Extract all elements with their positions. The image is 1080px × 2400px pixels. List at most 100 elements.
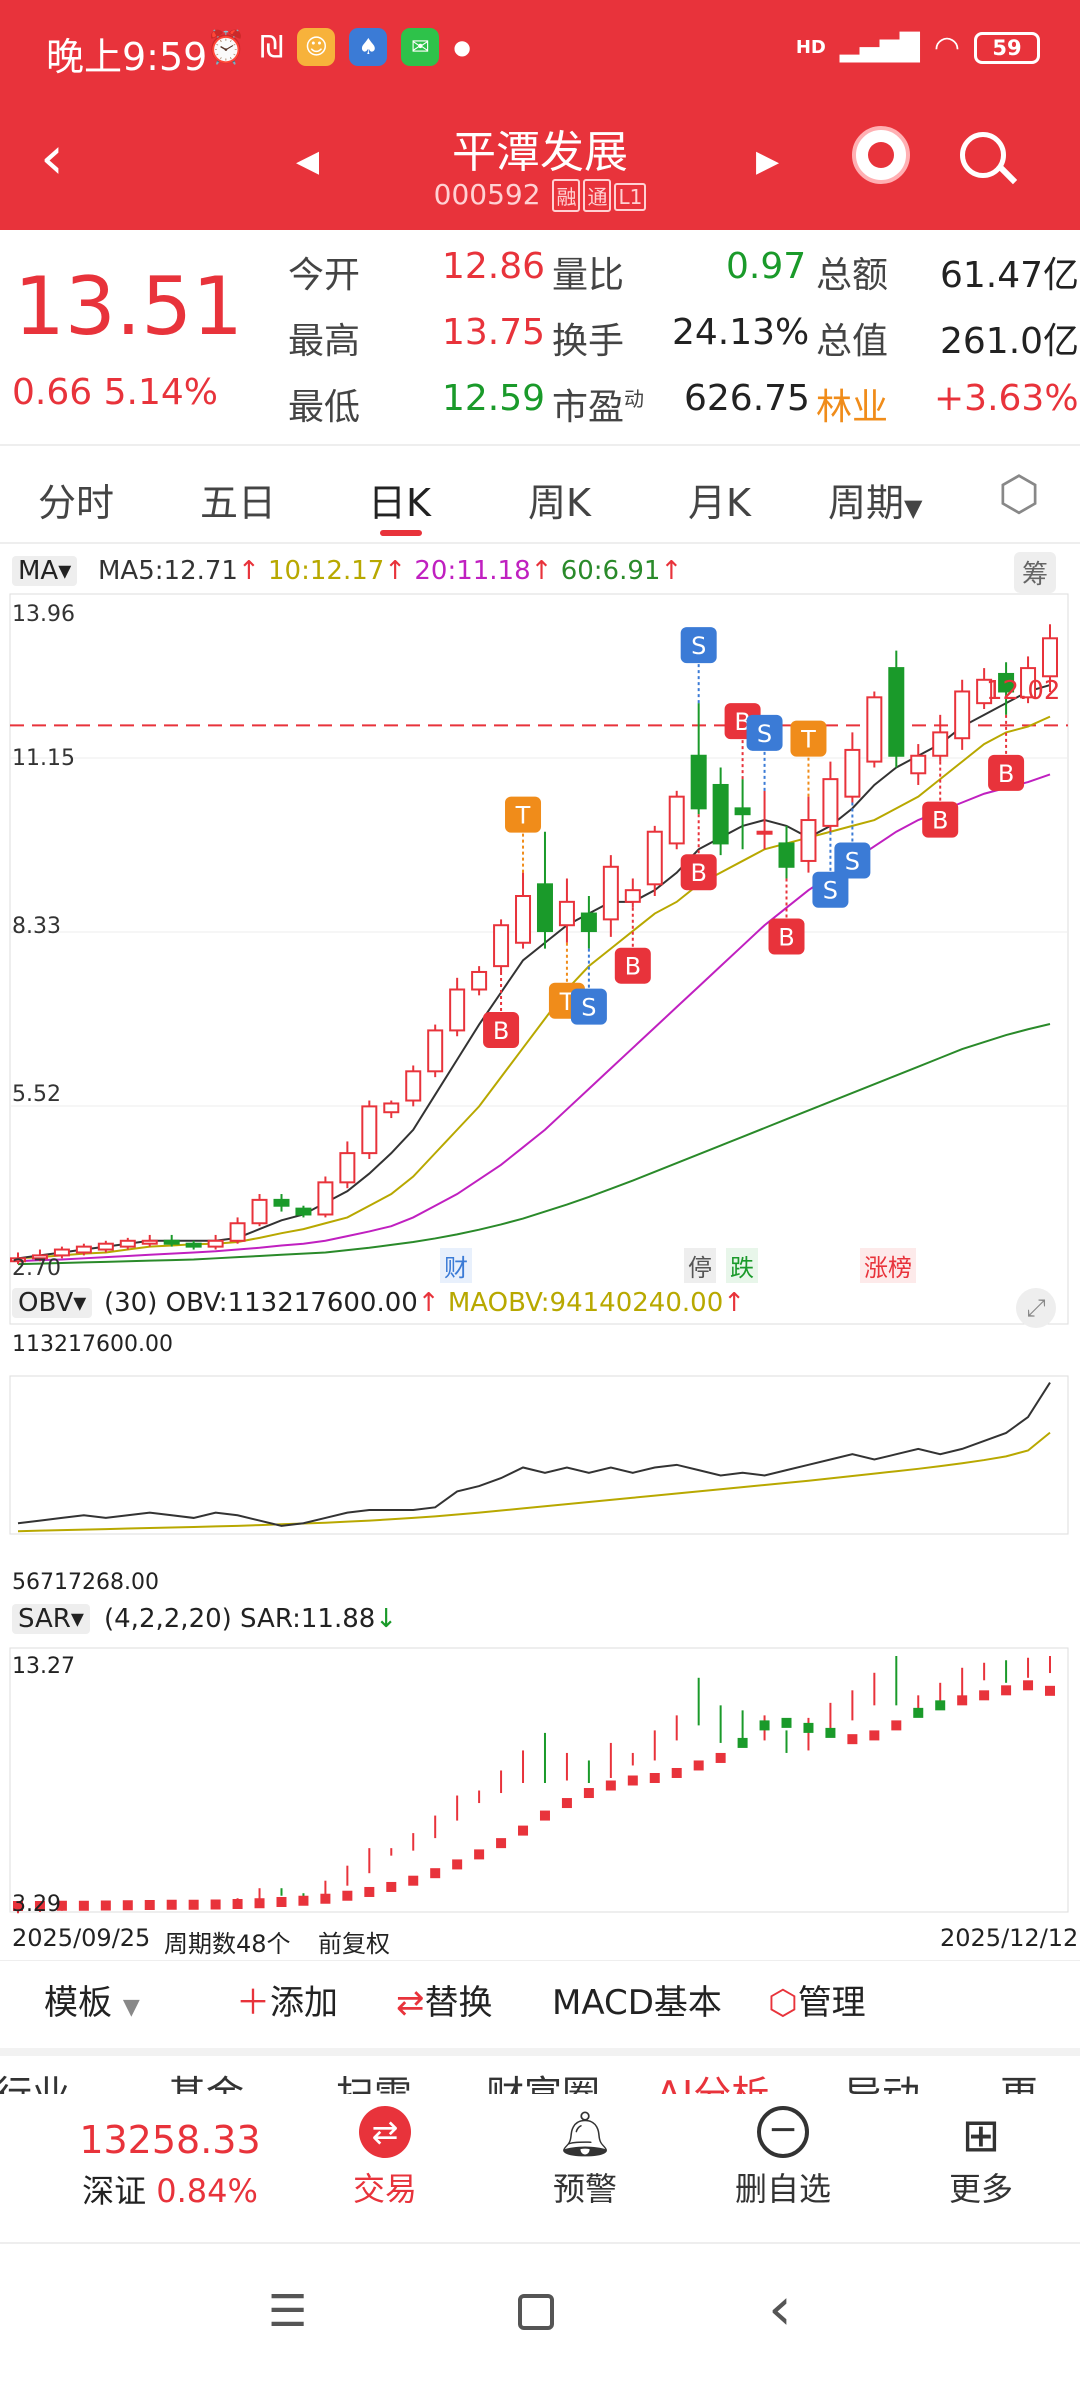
- signal-label: B: [932, 807, 948, 835]
- sar-dot: [1001, 1685, 1012, 1696]
- settings-hex-icon[interactable]: ⬡: [998, 466, 1040, 522]
- alert-button[interactable]: 🔔︎ 预警: [520, 2106, 650, 2210]
- macd-button[interactable]: MACD基本: [552, 1983, 722, 2023]
- candle-body: [97, 1242, 114, 1251]
- amount-value: 61.47亿: [940, 255, 1080, 296]
- candle-body: [690, 754, 707, 810]
- start-date: 2025/09/25: [12, 1924, 151, 1952]
- index-quote[interactable]: 13258.33 深证 0.84%: [60, 2118, 280, 2212]
- signal-icon: ▂▄▆█: [839, 32, 920, 63]
- sector-label[interactable]: 林业: [816, 387, 889, 428]
- signal-marker: [614, 947, 651, 984]
- manage-button[interactable]: ⬡管理: [768, 1975, 866, 2024]
- candle-body: [668, 795, 685, 845]
- candle-body: [449, 988, 466, 1032]
- candle-body: [10, 1257, 26, 1263]
- news-tab-community[interactable]: 财富圈: [486, 2064, 600, 2094]
- bell-app-icon: ♠: [349, 28, 388, 66]
- ma-selector[interactable]: MA▾: [12, 556, 78, 586]
- chip-button[interactable]: 筹: [1014, 552, 1057, 593]
- tab-daily-k[interactable]: 日K: [368, 481, 431, 525]
- back-nav-icon[interactable]: ‹: [768, 2274, 792, 2344]
- candle-body: [844, 748, 861, 798]
- event-drop[interactable]: 跌: [726, 1248, 758, 1283]
- template-button[interactable]: 模板 ▼: [44, 1983, 140, 2023]
- sar-group: [13, 1656, 1055, 1914]
- event-suspend[interactable]: 停: [684, 1248, 716, 1283]
- prev-stock-icon[interactable]: ◀: [296, 144, 320, 179]
- trade-button[interactable]: ⇄ 交易: [320, 2106, 450, 2210]
- maobv-line: [17, 1431, 1051, 1533]
- tab-monthly-k[interactable]: 月K: [688, 481, 751, 525]
- news-tab-ai[interactable]: AI分析: [656, 2064, 769, 2094]
- nfc-icon: ₪: [259, 29, 284, 65]
- signal-marker: [680, 627, 717, 664]
- level-tag: L1: [614, 183, 647, 211]
- obv-selector[interactable]: OBV▾: [12, 1288, 93, 1318]
- mcap-value: 261.0亿: [940, 321, 1080, 362]
- more-dot-icon: ●: [453, 35, 471, 59]
- stock-code-row: 000592 融通 L1: [0, 178, 1080, 212]
- tab-five-day[interactable]: 五日: [200, 481, 277, 525]
- adjust-mode[interactable]: 前复权: [318, 1930, 390, 1958]
- candle-body: [624, 889, 641, 903]
- sar-dot: [342, 1890, 353, 1901]
- news-tab-risk[interactable]: 扫雷: [336, 2064, 412, 2094]
- kline-chart-area[interactable]: MA▾ MA5:12.71↑ 10:12.17↑ 20:11.18↑ 60:6.…: [0, 546, 1080, 1970]
- system-nav-bar: ☰ ‹: [0, 2250, 1080, 2400]
- search-icon[interactable]: [960, 132, 1006, 178]
- index-value: 13258.33: [79, 2118, 261, 2162]
- tab-weekly-k[interactable]: 周K: [528, 481, 591, 525]
- signal-marker: [922, 801, 959, 838]
- candle-body: [273, 1198, 290, 1207]
- candle-body: [339, 1152, 356, 1184]
- add-button[interactable]: ＋添加: [236, 1975, 338, 2024]
- sar-dot: [56, 1900, 67, 1911]
- sar-dot: [781, 1717, 792, 1728]
- stock-name: 平潭发展: [452, 127, 628, 178]
- news-tab-industry[interactable]: 行业: [0, 2064, 70, 2094]
- signal-label: B: [778, 923, 794, 951]
- candle-body: [53, 1248, 70, 1257]
- news-tab-fund[interactable]: 基金: [168, 2064, 244, 2094]
- expand-icon[interactable]: ⤢: [1016, 1288, 1056, 1328]
- sar-selector[interactable]: SAR▾: [12, 1604, 90, 1634]
- ma20-line: [17, 773, 1051, 1263]
- more-button[interactable]: ⊞ 更多: [916, 2106, 1046, 2210]
- sar-dot: [408, 1875, 419, 1886]
- tab-intraday[interactable]: 分时: [38, 481, 115, 525]
- ma20-value: 20:11.18: [414, 556, 531, 586]
- obv-axis-bottom: 56717268.00: [12, 1570, 159, 1595]
- change-pct: 5.14%: [103, 372, 218, 413]
- sar-value: (4,2,2,20) SAR:11.88: [104, 1604, 376, 1634]
- chart-toolbar: 模板 ▼ ＋添加 ⇄替换 MACD基本 ⬡管理: [0, 1960, 1080, 2036]
- event-earnings[interactable]: 财: [440, 1248, 472, 1283]
- pe-value: 626.75: [684, 378, 810, 419]
- robot-assistant-icon[interactable]: [852, 126, 910, 184]
- event-rise-list[interactable]: 涨榜: [860, 1248, 916, 1283]
- news-tab-more[interactable]: 更: [1000, 2064, 1038, 2094]
- candle-body: [580, 912, 597, 933]
- sar-dot: [627, 1775, 638, 1786]
- menu-nav-icon[interactable]: ☰: [268, 2286, 308, 2337]
- sar-dot: [693, 1760, 704, 1771]
- home-nav-icon[interactable]: [518, 2294, 554, 2330]
- ma5-value: MA5:12.71: [98, 556, 238, 586]
- sar-dot: [825, 1727, 836, 1738]
- candle-body: [515, 895, 532, 944]
- remove-watchlist-button[interactable]: − 删自选: [718, 2106, 848, 2210]
- ma60-line: [17, 1023, 1051, 1266]
- mcap-label: 总值: [816, 321, 889, 362]
- sar-dot: [891, 1720, 902, 1731]
- replace-button[interactable]: ⇄替换: [396, 1975, 493, 2024]
- connect-tag: 通: [583, 179, 612, 212]
- news-tab-movement[interactable]: 异动: [844, 2064, 920, 2094]
- dash-line-value: 12.02: [986, 676, 1061, 706]
- back-icon[interactable]: ‹: [40, 123, 64, 193]
- sar-dot: [935, 1700, 946, 1711]
- next-stock-icon[interactable]: ▶: [756, 144, 780, 179]
- sar-dot: [759, 1720, 770, 1731]
- end-date: 2025/12/12: [940, 1924, 1079, 1952]
- tab-period[interactable]: 周期▼: [828, 472, 922, 527]
- alert-label: 预警: [552, 2170, 617, 2208]
